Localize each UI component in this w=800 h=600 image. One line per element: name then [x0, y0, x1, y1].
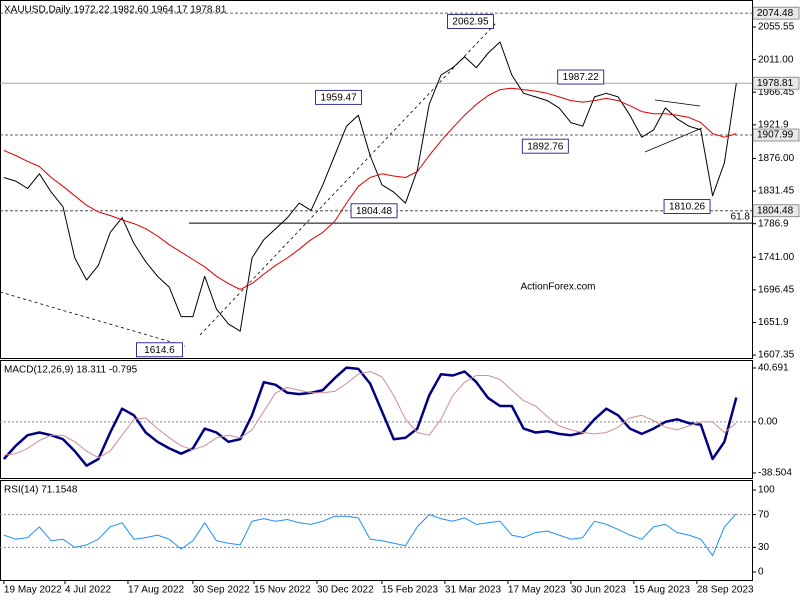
x-tick-label: 30 Jun 2023: [571, 585, 626, 596]
price-label-box: [663, 199, 711, 214]
x-tick-label: 17 May 2023: [508, 585, 566, 596]
x-tick-label: 30 Dec 2022: [317, 585, 374, 596]
y-tick-label: 1651.9: [758, 317, 789, 328]
y-tick-label: 1607.35: [758, 350, 795, 361]
series-line: [3, 41, 737, 332]
y-tick-label: 1741.00: [758, 252, 795, 263]
y-tick-label: 1921.9: [758, 119, 789, 130]
series-line: [2, 366, 738, 467]
price-label-box: [315, 89, 362, 105]
level-label-box: [752, 6, 800, 20]
panel-frame: [0, 0, 753, 359]
level-label: 1804.48: [757, 205, 794, 216]
x-tick-label: 30 Sep 2022: [193, 585, 250, 596]
x-tick-label: 28 Sep 2023: [697, 585, 754, 596]
price-label-box: [136, 342, 183, 358]
watermark: ActionForex.com: [520, 282, 595, 293]
panel-frame: [0, 480, 753, 581]
y-tick-label: 1831.45: [758, 186, 795, 197]
price-label-box: [350, 203, 398, 219]
y-tick-label: 40.691: [758, 363, 789, 374]
level-label: 2074.48: [757, 8, 794, 19]
y-tick-label: 0: [758, 567, 764, 578]
level-label: 1978.81: [757, 78, 794, 89]
y-tick-label: 100: [758, 485, 775, 496]
x-tick-label: 15 Aug 2023: [634, 585, 691, 596]
level-label-box: [752, 128, 800, 142]
panel-title: RSI(14) 71.1548: [4, 485, 78, 496]
price-label: 1614.6: [144, 345, 175, 356]
price-label: 1892.76: [527, 141, 564, 152]
x-tick-label: 15 Feb 2023: [382, 585, 439, 596]
panel-frame: [0, 360, 753, 479]
y-tick-label: 0.00: [758, 417, 778, 428]
level-label-box: [752, 204, 800, 218]
series-line: [3, 513, 737, 557]
price-label: 1987.22: [563, 72, 600, 83]
x-tick-label: 15 Nov 2022: [254, 585, 311, 596]
y-tick-label: 1786.9: [758, 218, 789, 229]
price-label: 2062.95: [452, 17, 489, 28]
trend-lines: [0, 21, 703, 347]
x-tick-label: 17 Aug 2022: [128, 585, 185, 596]
price-label: 1810.26: [669, 202, 706, 213]
fib-label: 61.8: [731, 212, 751, 223]
triangle-line: [644, 127, 703, 153]
price-label: 1959.47: [321, 92, 358, 103]
y-tick-label: -38.504: [758, 468, 792, 479]
level-label: 1907.99: [757, 130, 794, 141]
y-tick-label: 1696.45: [758, 285, 795, 296]
series-line: [3, 87, 737, 290]
y-tick-label: 1966.45: [758, 87, 795, 98]
y-tick-label: 1876.00: [758, 153, 795, 164]
price-label-box: [557, 69, 605, 85]
series-line: [3, 371, 737, 459]
panel-title: MACD(12,26,9) 18.311 -0.795: [4, 365, 138, 376]
x-tick-label: 31 Mar 2023: [445, 585, 502, 596]
y-tick-label: 2011.00: [758, 54, 794, 65]
y-tick-label: 2055.55: [758, 22, 795, 33]
price-label-box: [447, 14, 494, 29]
level-label-box: [752, 76, 800, 90]
panel-title: XAUUSD,Daily 1972.22 1982.60 1964.17 197…: [4, 5, 227, 16]
y-tick-label: 30: [758, 542, 770, 553]
x-tick-label: 19 May 2022: [4, 585, 62, 596]
y-tick-label: 70: [758, 509, 770, 520]
trend-line: [0, 291, 186, 347]
price-label-box: [521, 138, 569, 154]
price-label: 1804.48: [356, 206, 393, 217]
triangle-line: [654, 99, 701, 107]
x-tick-label: 4 Jul 2022: [65, 585, 112, 596]
